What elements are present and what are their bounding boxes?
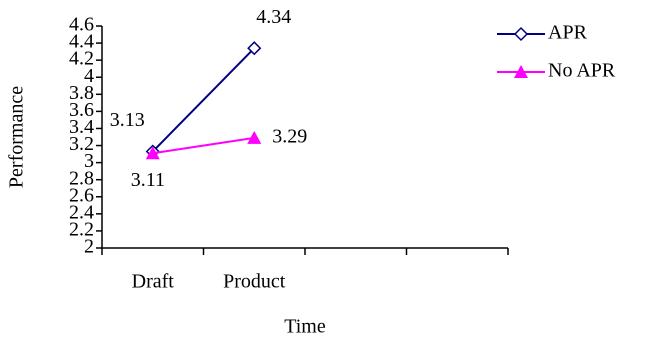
y-tick-label: 3.6 [69,99,94,121]
data-label: 3.11 [131,169,165,191]
y-tick-label: 2.8 [69,167,94,189]
legend-marker [514,65,528,78]
x-axis-label: Time [284,316,326,338]
data-label: 3.13 [110,109,145,131]
y-tick-label: 4.2 [69,48,94,70]
y-tick-label: 2.6 [69,184,94,206]
marker [145,146,160,160]
data-label: 4.34 [256,6,291,28]
x-tick-label: Product [223,271,286,293]
y-tick-label: 2.2 [69,219,94,241]
data-label: 3.29 [272,125,307,147]
y-tick-label: 4.4 [69,31,94,53]
legend-marker [513,26,529,42]
legend-label: No APR [548,60,616,82]
legend-label: APR [548,22,588,44]
y-tick-label: 2 [84,236,94,258]
series-line [152,136,255,155]
y-tick-label: 3.8 [69,82,94,104]
series-line [152,47,255,153]
y-tick-label: 4.6 [69,14,94,36]
y-tick-label: 3.4 [69,116,94,138]
marker [247,130,262,144]
y-tick-label: 2.4 [69,201,94,223]
y-axis-label: Performance [6,86,28,188]
x-tick-label: Draft [132,271,175,293]
y-tick-label: 3.2 [69,133,94,155]
marker [247,41,262,56]
y-tick-label: 4 [84,65,94,87]
y-tick-label: 3 [84,150,94,172]
